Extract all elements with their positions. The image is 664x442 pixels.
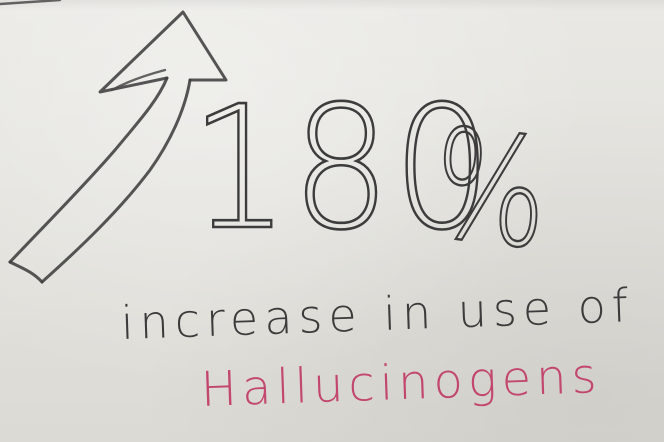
arrow-shaft-right [40, 78, 192, 284]
paper-edge-shadow [0, 0, 664, 10]
top-edge-mark [0, 0, 62, 6]
drug-name-text: Hallucinogens [199, 348, 603, 418]
percent-sign: % [425, 95, 558, 286]
arrow-shaft-left [8, 76, 169, 264]
headline-number: 180 [189, 70, 495, 268]
arrow-head-inner [110, 68, 167, 92]
arrow-tail [8, 260, 44, 284]
arrow-head [98, 10, 228, 94]
